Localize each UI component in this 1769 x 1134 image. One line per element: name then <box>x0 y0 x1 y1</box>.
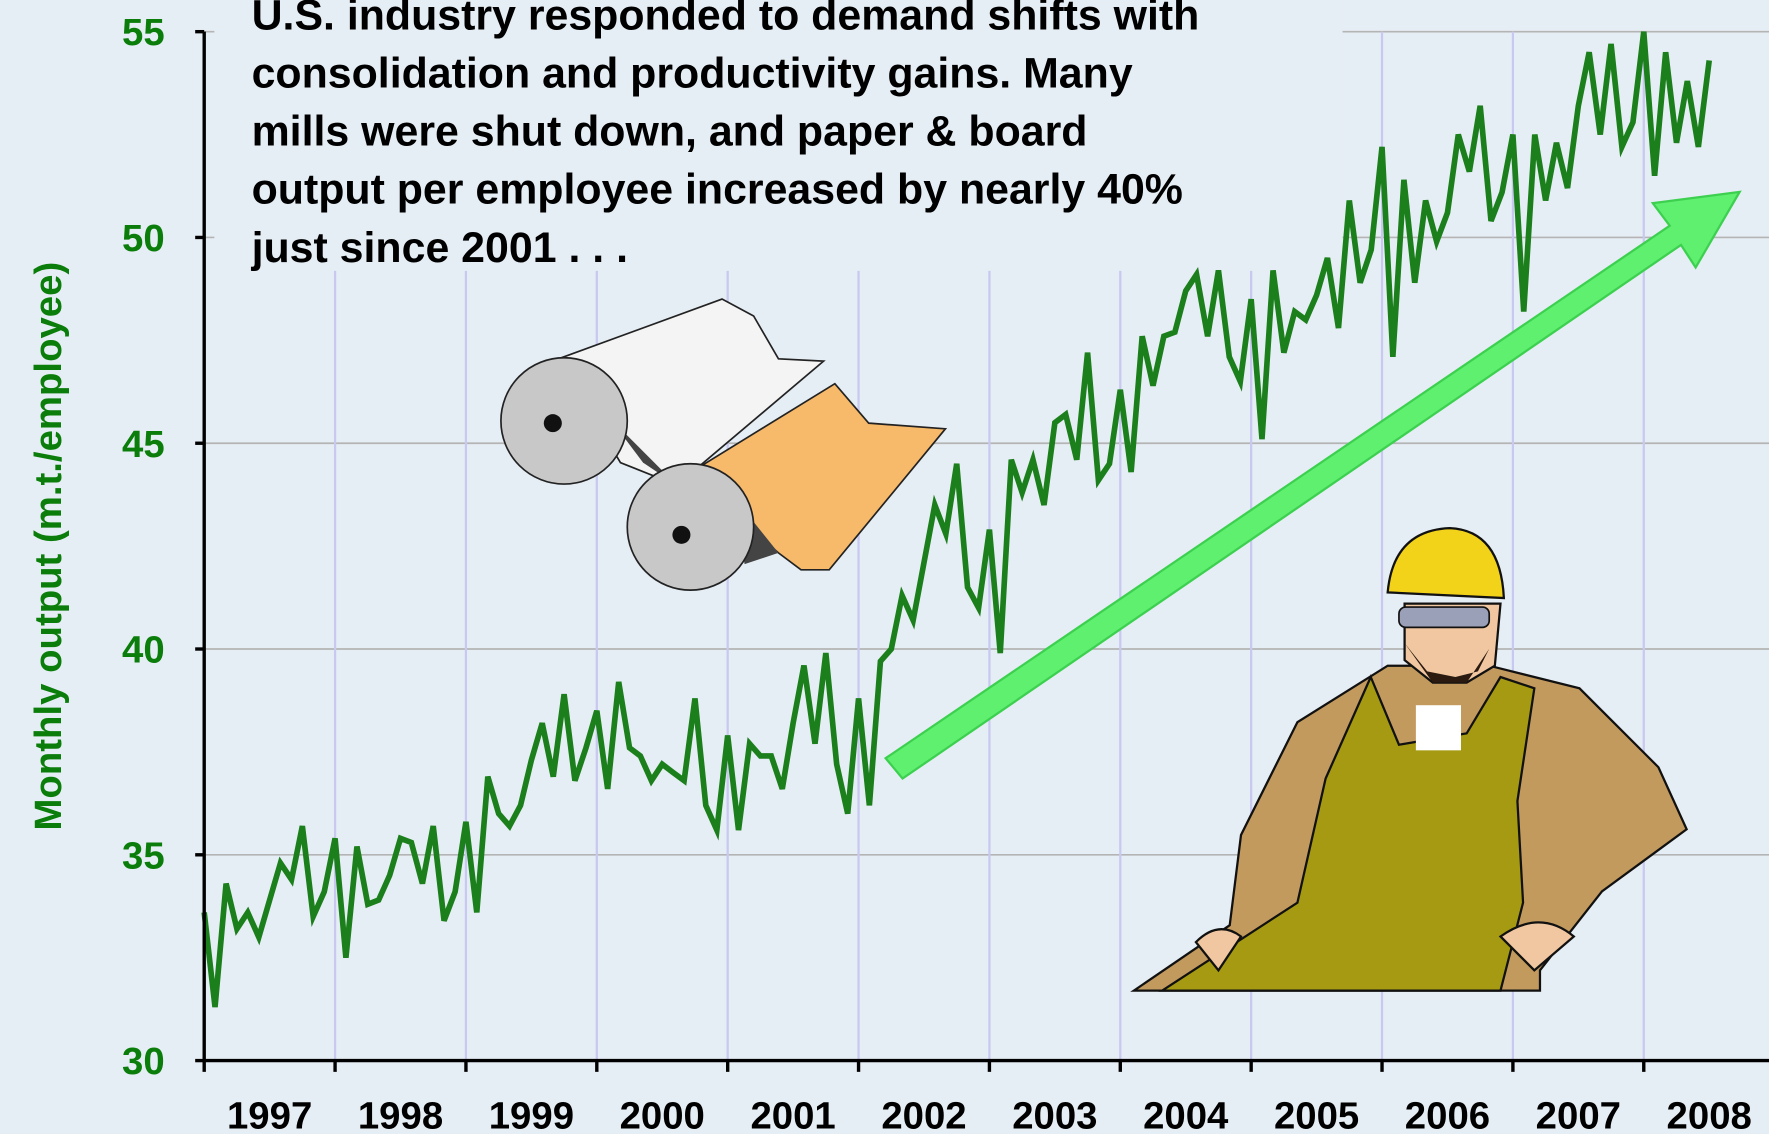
x-tick-label: 1998 <box>358 1094 443 1134</box>
y-tick-label: 55 <box>122 11 165 54</box>
x-tick-label: 2003 <box>1012 1094 1097 1134</box>
y-axis-title: Monthly output (m.t./employee) <box>27 262 70 831</box>
ticks: 30 35 40 45 50 55 1997 1998 1999 2000 2001 2002 2003… <box>122 11 1752 1134</box>
y-tick-label: 45 <box>122 423 165 466</box>
x-tick-label: 2004 <box>1143 1094 1229 1134</box>
annotation-line: U.S. industry responded to demand shifts… <box>252 0 1200 39</box>
annotation: U.S. industry responded to demand shifts… <box>251 0 1200 272</box>
annotation-box <box>214 0 1343 271</box>
x-tick-label: 1999 <box>489 1094 574 1134</box>
x-tick-label: 2000 <box>620 1094 705 1134</box>
data-line <box>201 31 1713 1008</box>
x-tick-label: 2007 <box>1536 1094 1621 1134</box>
x-tick-label: 1997 <box>227 1094 312 1134</box>
paper-rolls-illustration <box>500 298 948 591</box>
annotation-line: mills were shut down, and paper & board <box>252 108 1088 156</box>
annotation-line: output per employee increased by nearly … <box>252 166 1183 214</box>
trend-arrow <box>883 190 1742 781</box>
y-tick-label: 35 <box>122 834 165 877</box>
x-tick-label: 2001 <box>750 1094 835 1134</box>
y-tick-label: 40 <box>122 629 165 672</box>
x-tick-label: 2002 <box>881 1094 966 1134</box>
x-tick-label: 2008 <box>1667 1094 1752 1134</box>
x-tick-label: 2005 <box>1274 1094 1359 1134</box>
y-tick-label: 30 <box>122 1040 165 1083</box>
worker-illustration <box>1130 526 1689 992</box>
y-tick-label: 50 <box>122 217 165 260</box>
annotation-line: consolidation and productivity gains. Ma… <box>252 50 1133 98</box>
annotation-line: just since 2001 . . . <box>251 224 628 272</box>
x-tick-label: 2006 <box>1405 1094 1490 1134</box>
